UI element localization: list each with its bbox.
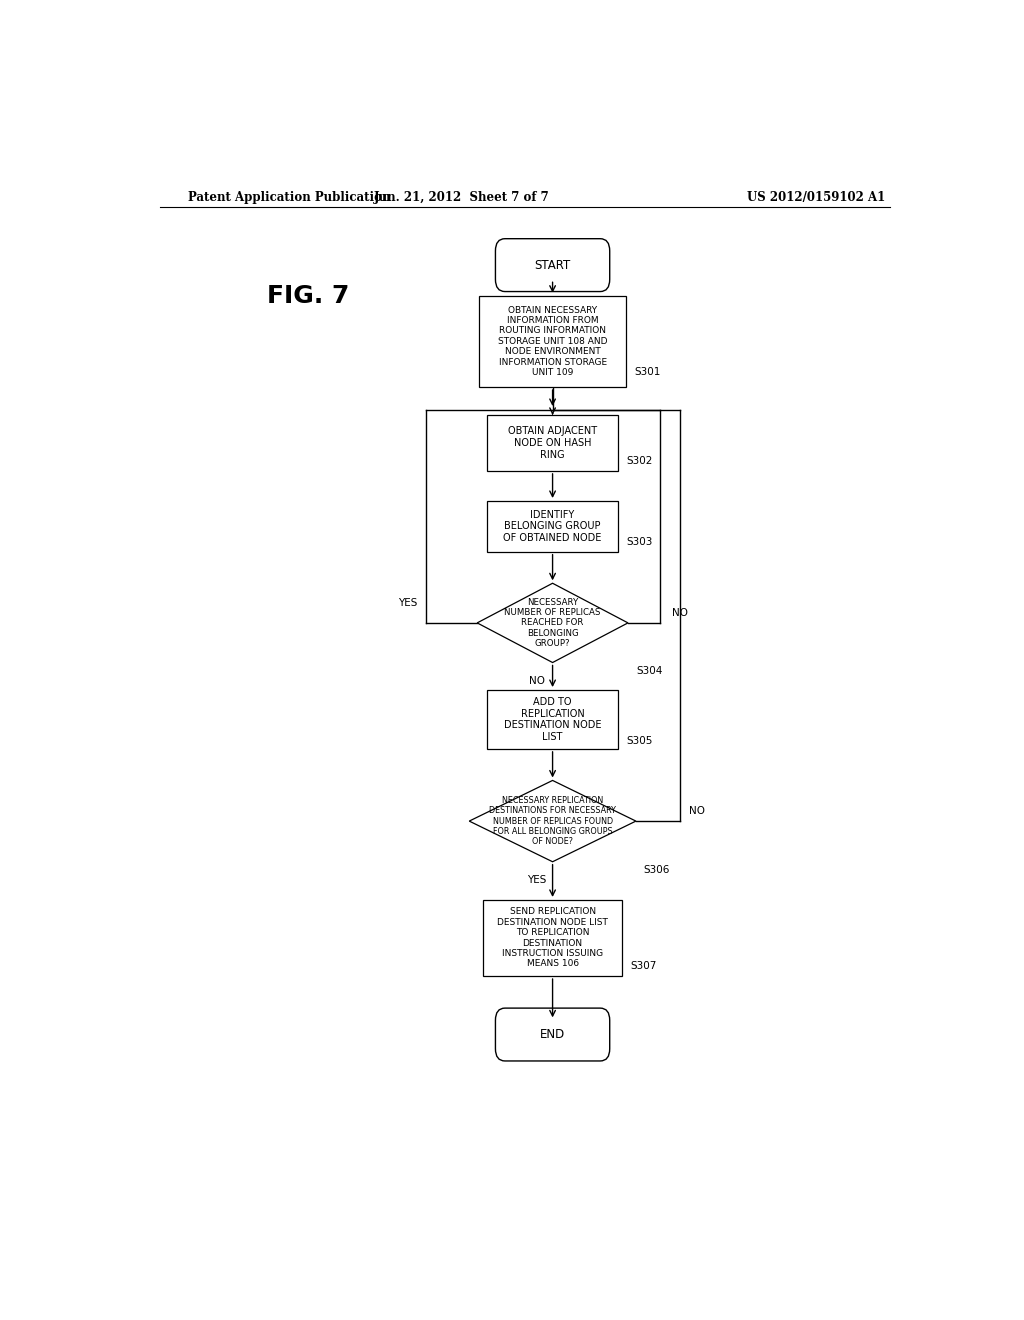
Text: Jun. 21, 2012  Sheet 7 of 7: Jun. 21, 2012 Sheet 7 of 7: [374, 190, 549, 203]
Text: S302: S302: [626, 455, 652, 466]
Text: FIG. 7: FIG. 7: [267, 284, 349, 308]
Text: ADD TO
REPLICATION
DESTINATION NODE
LIST: ADD TO REPLICATION DESTINATION NODE LIST: [504, 697, 601, 742]
Text: Patent Application Publication: Patent Application Publication: [187, 190, 390, 203]
Text: SEND REPLICATION
DESTINATION NODE LIST
TO REPLICATION
DESTINATION
INSTRUCTION IS: SEND REPLICATION DESTINATION NODE LIST T…: [497, 907, 608, 969]
Text: IDENTIFY
BELONGING GROUP
OF OBTAINED NODE: IDENTIFY BELONGING GROUP OF OBTAINED NOD…: [504, 510, 602, 543]
Text: OBTAIN ADJACENT
NODE ON HASH
RING: OBTAIN ADJACENT NODE ON HASH RING: [508, 426, 597, 459]
Text: NO: NO: [672, 607, 688, 618]
Text: START: START: [535, 259, 570, 272]
Text: NO: NO: [528, 676, 545, 686]
Text: S305: S305: [626, 735, 652, 746]
Text: END: END: [540, 1028, 565, 1041]
Text: NECESSARY REPLICATION
DESTINATIONS FOR NECESSARY
NUMBER OF REPLICAS FOUND
FOR AL: NECESSARY REPLICATION DESTINATIONS FOR N…: [489, 796, 616, 846]
Text: S303: S303: [626, 537, 652, 546]
Text: US 2012/0159102 A1: US 2012/0159102 A1: [748, 190, 886, 203]
Text: S307: S307: [630, 961, 656, 972]
Bar: [483, 900, 622, 975]
Text: OBTAIN NECESSARY
INFORMATION FROM
ROUTING INFORMATION
STORAGE UNIT 108 AND
NODE : OBTAIN NECESSARY INFORMATION FROM ROUTIN…: [498, 306, 607, 378]
FancyBboxPatch shape: [496, 1008, 609, 1061]
Text: S301: S301: [634, 367, 660, 376]
Text: NO: NO: [689, 807, 706, 816]
Polygon shape: [477, 583, 628, 663]
Text: NECESSARY
NUMBER OF REPLICAS
REACHED FOR
BELONGING
GROUP?: NECESSARY NUMBER OF REPLICAS REACHED FOR…: [505, 598, 601, 648]
Text: YES: YES: [398, 598, 418, 607]
Bar: [487, 500, 618, 552]
Bar: [487, 414, 618, 471]
FancyBboxPatch shape: [496, 239, 609, 292]
Polygon shape: [469, 780, 636, 862]
Text: S306: S306: [644, 865, 671, 875]
Text: S304: S304: [636, 665, 663, 676]
Bar: [487, 690, 618, 748]
Bar: [479, 296, 626, 387]
Text: YES: YES: [527, 875, 547, 884]
